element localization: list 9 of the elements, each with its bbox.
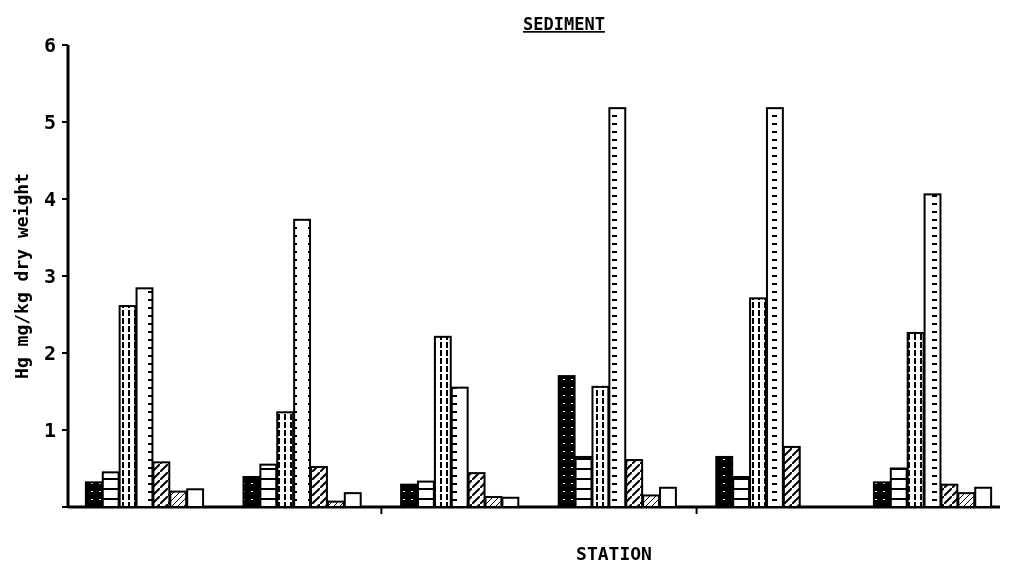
y-tick-label: 6 <box>43 33 56 57</box>
y-tick-label: 3 <box>43 264 56 288</box>
y-tick-label: 2 <box>43 341 56 365</box>
y-axis-title: Hg mg/kg dry weight <box>11 173 32 379</box>
y-tick-label: 5 <box>43 110 56 134</box>
y-tick-label: 4 <box>43 187 56 211</box>
chart-title: SEDIMENT <box>523 14 605 34</box>
y-tick-label: 1 <box>43 418 56 442</box>
x-axis-title: STATION <box>576 543 652 564</box>
